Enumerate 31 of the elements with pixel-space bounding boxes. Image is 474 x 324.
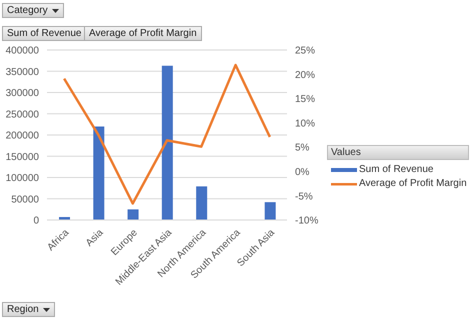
text: Sum of Revenue	[7, 28, 82, 39]
y2-tick-label: 0%	[295, 166, 310, 178]
bar	[196, 186, 208, 220]
y-tick-label: 250000	[6, 109, 40, 120]
y2-tick-label: 15%	[295, 94, 316, 106]
y2-tick-label: 20%	[295, 70, 316, 81]
y-tick-label: 50000	[11, 194, 40, 206]
legend-title: Values	[327, 145, 469, 160]
y2-tick-label: 10%	[295, 118, 316, 130]
y-tick-label: 150000	[6, 152, 40, 163]
bar	[93, 126, 104, 220]
text: Region	[7, 304, 39, 315]
x-tick-label: Asia	[84, 227, 106, 249]
y-tick-label: 0	[33, 216, 40, 227]
bar	[128, 209, 139, 220]
y2-tick-label: -10%	[295, 216, 318, 227]
y2-tick-label: 25%	[295, 46, 316, 57]
y-tick-label: 400000	[6, 46, 40, 57]
y-tick-label: 300000	[6, 88, 40, 100]
y-tick-label: 100000	[6, 173, 40, 184]
text: Average of Profit Margin	[89, 28, 197, 39]
bar	[264, 202, 276, 220]
bar	[162, 66, 173, 220]
y-tick-label: 350000	[6, 66, 40, 78]
y-tick-label: 200000	[6, 130, 40, 142]
text: Category	[7, 5, 48, 16]
legend-label: Average of Profit Margin	[359, 178, 467, 189]
y2-tick-label: -5%	[295, 191, 313, 202]
y2-tick-label: 5%	[295, 142, 310, 154]
legend-label: Sum of Revenue	[359, 164, 434, 175]
line-series	[62, 64, 272, 205]
